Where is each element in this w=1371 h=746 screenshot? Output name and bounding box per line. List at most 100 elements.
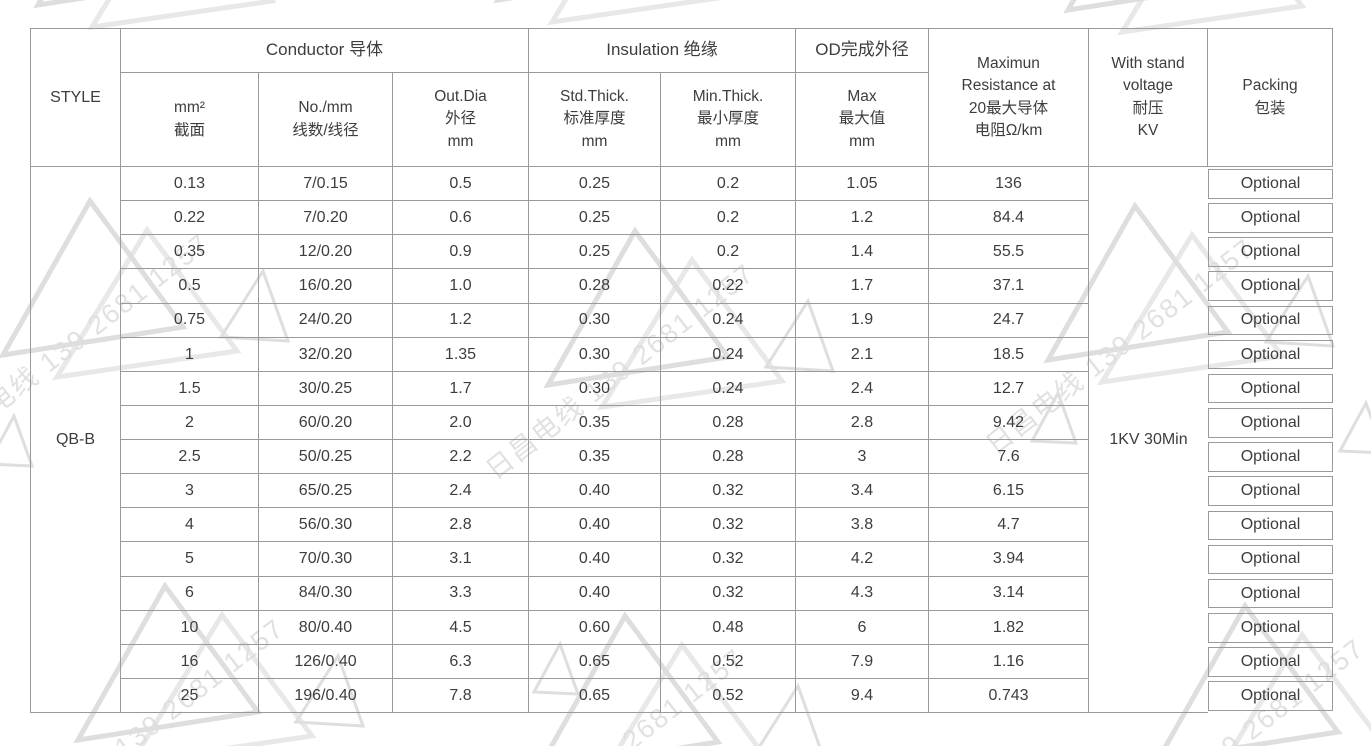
- cell-od_max-row15: 7.9: [796, 644, 929, 679]
- cell-std_thick-row6: 0.30: [529, 337, 661, 372]
- cell-min_thick-row13: 0.32: [661, 576, 796, 611]
- triangle-watermark-small-icon: [1336, 395, 1371, 465]
- cell-od_max-row13: 4.3: [796, 576, 929, 611]
- header-insulation-group: Insulation 绝缘: [529, 29, 796, 73]
- cell-min_thick-row7: 0.24: [661, 371, 796, 406]
- cell-out_dia-row11: 2.8: [393, 508, 529, 543]
- cell-std_thick-row9: 0.35: [529, 440, 661, 475]
- spec-table: STYLE Conductor 导体 Insulation 绝缘 OD完成外径 …: [30, 28, 1333, 713]
- header-mm2: mm² 截面: [121, 73, 259, 167]
- cell-std_thick-row11: 0.40: [529, 508, 661, 543]
- packing-column: Optional Optional Optional Optional Optional…: [1208, 167, 1333, 713]
- cell-mm2-row12: 5: [121, 542, 259, 577]
- cell-out_dia-row10: 2.4: [393, 474, 529, 509]
- cell-mm2-row9: 2.5: [121, 440, 259, 475]
- cell-no_mm-row3: 12/0.20: [259, 235, 393, 270]
- cell-mm2-row14: 10: [121, 610, 259, 645]
- packing-box-row7: Optional: [1208, 373, 1333, 404]
- cell-no_mm-row10: 65/0.25: [259, 474, 393, 509]
- cell-out_dia-row8: 2.0: [393, 405, 529, 440]
- cell-out_dia-row15: 6.3: [393, 644, 529, 679]
- cell-mm2-row3: 0.35: [121, 235, 259, 270]
- cell-no_mm-row12: 70/0.30: [259, 542, 393, 577]
- packing-box-row10: Optional: [1208, 476, 1333, 506]
- cell-min_thick-row8: 0.28: [661, 405, 796, 440]
- header-conductor-group: Conductor 导体: [121, 29, 529, 73]
- cell-od_max-row1: 1.05: [796, 167, 929, 202]
- cell-mm2-row8: 2: [121, 405, 259, 440]
- cell-std_thick-row12: 0.40: [529, 542, 661, 577]
- cell-no_mm-row16: 196/0.40: [259, 678, 393, 713]
- cell-no_mm-row6: 32/0.20: [259, 337, 393, 372]
- header-style: STYLE: [31, 29, 121, 167]
- cell-resistance-row2: 84.4: [929, 201, 1089, 236]
- cell-min_thick-row2: 0.2: [661, 201, 796, 236]
- cell-resistance-row7: 12.7: [929, 371, 1089, 406]
- cell-min_thick-row5: 0.24: [661, 303, 796, 338]
- cell-no_mm-row5: 24/0.20: [259, 303, 393, 338]
- header-withstand-voltage: With stand voltage 耐压 KV: [1089, 29, 1208, 167]
- cell-no_mm-row7: 30/0.25: [259, 371, 393, 406]
- withstand-value-cell: 1KV 30Min: [1089, 167, 1208, 713]
- cell-resistance-row9: 7.6: [929, 440, 1089, 475]
- cell-mm2-row2: 0.22: [121, 201, 259, 236]
- cell-resistance-row5: 24.7: [929, 303, 1089, 338]
- cell-resistance-row14: 1.82: [929, 610, 1089, 645]
- cell-mm2-row11: 4: [121, 508, 259, 543]
- cell-std_thick-row5: 0.30: [529, 303, 661, 338]
- cell-no_mm-row13: 84/0.30: [259, 576, 393, 611]
- packing-box-row9: Optional: [1208, 442, 1333, 472]
- packing-box-row4: Optional: [1208, 271, 1333, 301]
- cell-od_max-row9: 3: [796, 440, 929, 475]
- packing-box-row6: Optional: [1208, 339, 1333, 370]
- cell-mm2-row10: 3: [121, 474, 259, 509]
- cell-mm2-row13: 6: [121, 576, 259, 611]
- packing-box-row5: Optional: [1208, 305, 1333, 336]
- cell-od_max-row2: 1.2: [796, 201, 929, 236]
- cell-out_dia-row3: 0.9: [393, 235, 529, 270]
- cell-mm2-row6: 1: [121, 337, 259, 372]
- packing-box-row1: Optional: [1208, 169, 1333, 199]
- cell-no_mm-row4: 16/0.20: [259, 269, 393, 304]
- cell-std_thick-row16: 0.65: [529, 678, 661, 713]
- cell-std_thick-row8: 0.35: [529, 405, 661, 440]
- cell-min_thick-row1: 0.2: [661, 167, 796, 202]
- cell-resistance-row3: 55.5: [929, 235, 1089, 270]
- cell-mm2-row15: 16: [121, 644, 259, 679]
- cell-od_max-row6: 2.1: [796, 337, 929, 372]
- cell-no_mm-row8: 60/0.20: [259, 405, 393, 440]
- cell-std_thick-row13: 0.40: [529, 576, 661, 611]
- cell-resistance-row13: 3.14: [929, 576, 1089, 611]
- cell-min_thick-row9: 0.28: [661, 440, 796, 475]
- cell-min_thick-row11: 0.32: [661, 508, 796, 543]
- cell-resistance-row4: 37.1: [929, 269, 1089, 304]
- header-out-dia: Out.Dia 外径 mm: [393, 73, 529, 167]
- cell-std_thick-row10: 0.40: [529, 474, 661, 509]
- cell-out_dia-row2: 0.6: [393, 201, 529, 236]
- cell-out_dia-row4: 1.0: [393, 269, 529, 304]
- header-min-thick: Min.Thick. 最小厚度 mm: [661, 73, 796, 167]
- cell-out_dia-row12: 3.1: [393, 542, 529, 577]
- cell-resistance-row16: 0.743: [929, 678, 1089, 713]
- cell-od_max-row10: 3.4: [796, 474, 929, 509]
- cell-std_thick-row7: 0.30: [529, 371, 661, 406]
- header-od-max: Max 最大值 mm: [796, 73, 929, 167]
- cell-std_thick-row1: 0.25: [529, 167, 661, 202]
- cell-od_max-row11: 3.8: [796, 508, 929, 543]
- cell-od_max-row14: 6: [796, 610, 929, 645]
- cell-mm2-row5: 0.75: [121, 303, 259, 338]
- packing-box-row3: Optional: [1208, 237, 1333, 267]
- cell-resistance-row11: 4.7: [929, 508, 1089, 543]
- cell-std_thick-row4: 0.28: [529, 269, 661, 304]
- cell-min_thick-row6: 0.24: [661, 337, 796, 372]
- cell-resistance-row15: 1.16: [929, 644, 1089, 679]
- packing-box-row8: Optional: [1208, 408, 1333, 438]
- cell-min_thick-row12: 0.32: [661, 542, 796, 577]
- header-od-group: OD完成外径: [796, 29, 929, 73]
- packing-box-row13: Optional: [1208, 578, 1333, 609]
- cell-no_mm-row11: 56/0.30: [259, 508, 393, 543]
- cell-od_max-row7: 2.4: [796, 371, 929, 406]
- cell-out_dia-row7: 1.7: [393, 371, 529, 406]
- cell-min_thick-row14: 0.48: [661, 610, 796, 645]
